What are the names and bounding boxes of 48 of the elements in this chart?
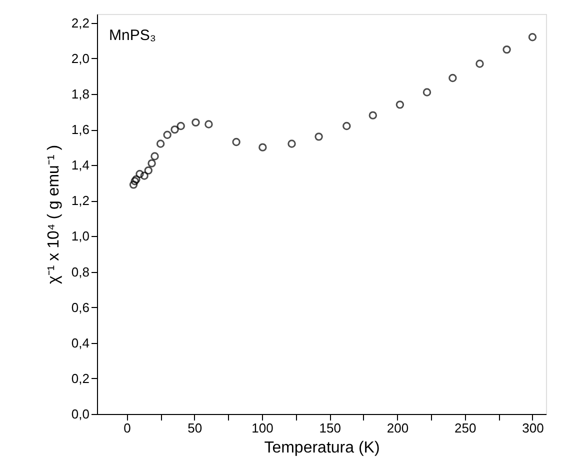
point: [288, 140, 296, 148]
point: [258, 143, 267, 152]
y-tick-label: 1,8: [71, 86, 90, 102]
point: [170, 125, 179, 134]
y-axis-title: χ⁻¹ x 10⁴ ( g emu⁻¹ ): [45, 144, 62, 284]
point: [163, 130, 172, 139]
point: [129, 180, 138, 189]
y-tick-label: 1,6: [71, 122, 90, 138]
point: [204, 120, 213, 128]
x-tick-label: 100: [252, 420, 274, 436]
y-tick-label: 0,2: [71, 370, 90, 386]
point: [342, 122, 351, 130]
y-tick-label: 0,0: [71, 406, 90, 422]
y-tick-label: 1,0: [71, 228, 90, 244]
x-tick-label: 250: [454, 420, 476, 436]
point: [528, 33, 537, 42]
point: [422, 88, 432, 96]
point: [502, 45, 511, 54]
point: [136, 170, 144, 178]
x-tick-label: 150: [319, 420, 341, 436]
y-tick-label: 0,4: [71, 335, 90, 350]
x-tick-label: 200: [386, 420, 409, 436]
point: [150, 152, 159, 160]
x-axis-title: Temperatura (K): [264, 440, 380, 456]
point: [156, 140, 165, 148]
x-tick-label: 50: [188, 420, 202, 436]
point: [176, 122, 185, 130]
point: [368, 111, 377, 120]
point: [192, 118, 200, 127]
annotation: MnPS₃: [109, 27, 156, 44]
point: [148, 159, 156, 168]
y-tick-label: 2,0: [71, 50, 90, 66]
y-tick-label: 1,2: [71, 193, 90, 208]
point: [140, 172, 148, 180]
point: [232, 138, 240, 146]
point: [476, 60, 484, 68]
point: [314, 132, 323, 141]
point: [132, 175, 140, 184]
point: [448, 74, 457, 82]
point: [130, 177, 139, 186]
y-tick-label: 0,8: [71, 264, 90, 280]
point: [144, 166, 152, 175]
point: [396, 100, 404, 109]
y-tick-label: 0,6: [71, 300, 90, 315]
y-tick-label: 2,2: [71, 15, 90, 30]
x-tick-label: 300: [522, 420, 544, 436]
x-tick-label: 0: [124, 420, 131, 436]
y-tick-label: 1,4: [71, 158, 90, 173]
